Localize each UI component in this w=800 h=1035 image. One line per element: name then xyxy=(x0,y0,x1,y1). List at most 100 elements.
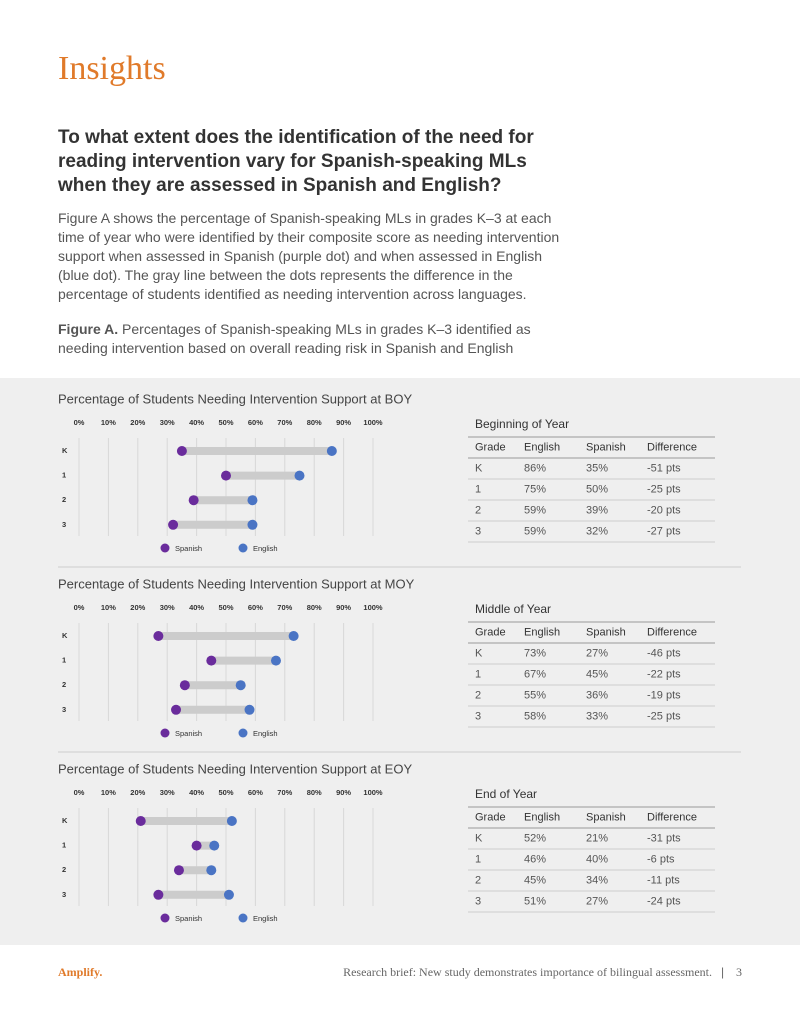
table-cell: 32% xyxy=(586,525,608,537)
legend-label: English xyxy=(253,544,278,553)
chart-title: Percentage of Students Needing Intervent… xyxy=(58,576,415,591)
chart-title: Percentage of Students Needing Intervent… xyxy=(58,391,412,406)
chart-title: Percentage of Students Needing Intervent… xyxy=(58,761,412,776)
x-tick-label: 10% xyxy=(101,788,116,797)
table-cell: 75% xyxy=(524,483,546,495)
x-tick-label: 80% xyxy=(307,788,322,797)
table-cell: 3 xyxy=(475,525,481,537)
table-cell: -51 pts xyxy=(647,462,681,474)
table-cell: 45% xyxy=(586,668,608,680)
page-number: 3 xyxy=(736,965,742,979)
dot xyxy=(294,470,305,481)
paragraph: Figure A shows the percentage of Spanish… xyxy=(58,210,560,302)
table-cell: 55% xyxy=(524,689,546,701)
dot xyxy=(135,816,146,826)
x-tick-label: 100% xyxy=(363,603,383,612)
footer-separator: | xyxy=(721,965,725,979)
legend-marker xyxy=(238,728,248,738)
table-cell: 27% xyxy=(586,895,608,907)
x-tick-label: 40% xyxy=(189,788,204,797)
legend-label: Spanish xyxy=(175,729,202,738)
dot xyxy=(173,865,184,876)
figure-band xyxy=(0,378,800,945)
legend-marker xyxy=(160,728,170,738)
x-tick-label: 50% xyxy=(218,418,233,427)
dot xyxy=(247,519,258,530)
table-cell: 1 xyxy=(475,668,481,680)
dot xyxy=(288,631,299,641)
dot xyxy=(168,519,179,530)
table-cell: 58% xyxy=(524,710,546,722)
table-header: Difference xyxy=(647,811,697,823)
table-header: Difference xyxy=(647,626,697,638)
chart-panel: Percentage of Students Needing Intervent… xyxy=(58,566,741,738)
x-tick-label: 90% xyxy=(336,603,351,612)
table-header: Grade xyxy=(475,811,506,823)
table-caption: Middle of Year xyxy=(475,602,551,616)
x-tick-label: 90% xyxy=(336,788,351,797)
category-label: 2 xyxy=(62,680,66,689)
table-cell: -25 pts xyxy=(647,710,681,722)
table-cell: 86% xyxy=(524,462,546,474)
table-cell: 45% xyxy=(524,874,546,886)
table-cell: 2 xyxy=(475,504,481,516)
table-cell: 40% xyxy=(586,853,608,865)
table-header: Spanish xyxy=(586,441,626,453)
table-cell: 3 xyxy=(475,895,481,907)
dot xyxy=(188,495,199,506)
legend-label: Spanish xyxy=(175,914,202,923)
x-tick-label: 10% xyxy=(101,603,116,612)
x-tick-label: 30% xyxy=(160,418,175,427)
table-cell: 1 xyxy=(475,853,481,865)
table-cell: -31 pts xyxy=(647,832,681,844)
dot xyxy=(153,889,164,900)
x-tick-label: 20% xyxy=(130,788,145,797)
dot xyxy=(244,704,255,715)
x-tick-label: 70% xyxy=(277,418,292,427)
table-cell: 33% xyxy=(586,710,608,722)
category-label: 1 xyxy=(62,471,66,480)
x-tick-label: 80% xyxy=(307,603,322,612)
x-tick-label: 0% xyxy=(74,418,85,427)
x-tick-label: 20% xyxy=(130,418,145,427)
x-tick-label: 40% xyxy=(189,603,204,612)
table-caption: Beginning of Year xyxy=(475,417,569,431)
x-tick-label: 90% xyxy=(336,418,351,427)
table-cell: 35% xyxy=(586,462,608,474)
x-tick-label: 30% xyxy=(160,603,175,612)
chart-panel: Percentage of Students Needing Intervent… xyxy=(58,391,715,553)
dot xyxy=(221,470,231,481)
table-header: English xyxy=(524,441,560,453)
footer-brand: Amplify. xyxy=(58,965,103,979)
dot xyxy=(206,865,217,876)
table-header: Difference xyxy=(647,441,697,453)
category-label: 1 xyxy=(62,841,66,850)
table-cell: 21% xyxy=(586,832,608,844)
dot xyxy=(223,889,234,900)
table-header: Grade xyxy=(475,441,506,453)
legend-label: Spanish xyxy=(175,544,202,553)
table-header: Spanish xyxy=(586,626,626,638)
table-cell: K xyxy=(475,462,483,474)
legend-label: English xyxy=(253,914,278,923)
category-label: 3 xyxy=(62,705,66,714)
chart-panel: Percentage of Students Needing Intervent… xyxy=(58,751,741,923)
dot xyxy=(235,680,246,691)
dot xyxy=(176,446,187,456)
table-cell: 39% xyxy=(586,504,608,516)
dot xyxy=(247,495,258,506)
x-tick-label: 80% xyxy=(307,418,322,427)
category-label: 2 xyxy=(62,865,66,874)
table-cell: -24 pts xyxy=(647,895,681,907)
table-cell: K xyxy=(475,647,483,659)
x-tick-label: 60% xyxy=(248,418,263,427)
table-header: English xyxy=(524,811,560,823)
category-label: 1 xyxy=(62,656,66,665)
legend-marker xyxy=(160,913,170,923)
category-label: 3 xyxy=(62,520,66,529)
table-cell: 59% xyxy=(524,525,546,537)
x-tick-label: 10% xyxy=(101,418,116,427)
table-cell: 2 xyxy=(475,689,481,701)
category-label: 2 xyxy=(62,495,66,504)
